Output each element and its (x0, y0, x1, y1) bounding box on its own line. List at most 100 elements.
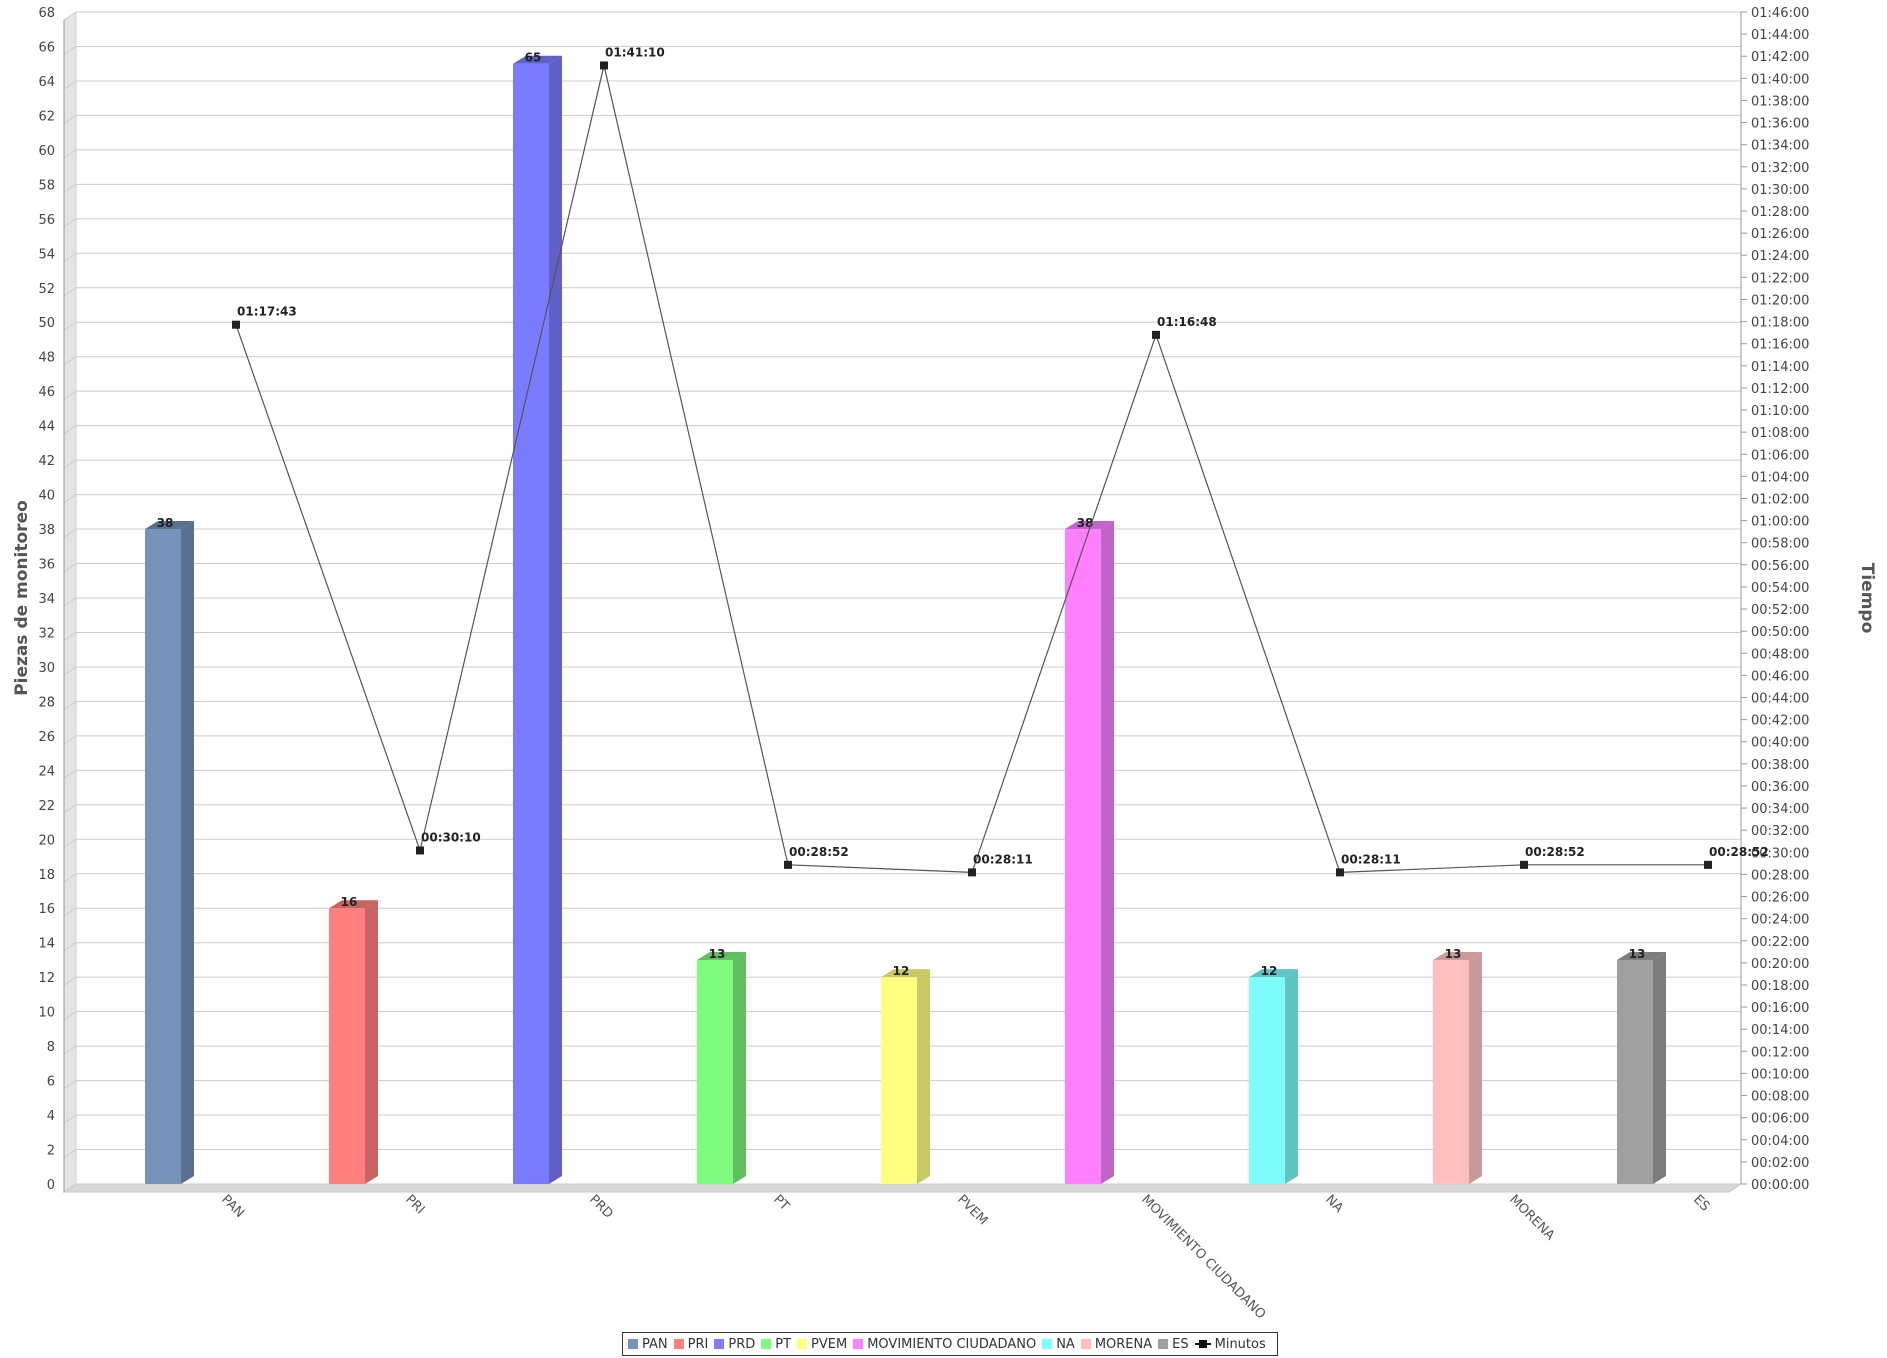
bar-prd (513, 64, 549, 1184)
time-point-marker (1152, 331, 1160, 339)
bar-pvem (881, 977, 917, 1184)
y-tick-label: 52 (38, 282, 55, 297)
legend-swatch (797, 1339, 807, 1349)
y2-tick-label: 00:24:00 (1751, 913, 1809, 928)
y2-tick-label: 00:44:00 (1751, 692, 1809, 707)
time-point-marker (1520, 861, 1528, 869)
y-axis-ticks: 0246810121416182022242628303234363840424… (38, 6, 64, 1193)
y2-tick-label: 00:02:00 (1751, 1156, 1809, 1171)
floor (64, 1184, 1741, 1192)
y-tick-label: 24 (38, 764, 55, 779)
y2-tick-label: 00:12:00 (1751, 1045, 1809, 1060)
y2-tick-label: 01:02:00 (1751, 492, 1809, 507)
y-tick-label: 58 (38, 178, 55, 193)
category-label: PVEM (954, 1192, 990, 1228)
y2-tick-label: 01:10:00 (1751, 404, 1809, 419)
bar-side (1285, 969, 1298, 1184)
legend-item: Minutos (1195, 1337, 1266, 1352)
y2-tick-label: 01:34:00 (1751, 139, 1809, 154)
legend-swatch (1158, 1339, 1168, 1349)
time-point-marker (416, 846, 424, 854)
y2-tick-label: 00:58:00 (1751, 537, 1809, 552)
legend-label: MORENA (1095, 1337, 1152, 1352)
y2-tick-label: 01:22:00 (1751, 271, 1809, 286)
legend-label: PT (775, 1337, 791, 1352)
y2-tick-label: 00:52:00 (1751, 603, 1809, 618)
y2-tick-label: 00:34:00 (1751, 802, 1809, 817)
legend-label: PAN (642, 1337, 668, 1352)
y2-tick-label: 01:42:00 (1751, 50, 1809, 65)
legend-swatch (761, 1339, 771, 1349)
bar-side (1101, 521, 1114, 1184)
y2-tick-label: 01:44:00 (1751, 28, 1809, 43)
y-tick-label: 60 (38, 144, 55, 159)
y2-tick-label: 00:16:00 (1751, 1001, 1809, 1016)
y-tick-label: 8 (47, 1040, 55, 1055)
y2-tick-label: 00:06:00 (1751, 1112, 1809, 1127)
y2-tick-label: 01:30:00 (1751, 183, 1809, 198)
y-tick-label: 64 (38, 75, 55, 90)
bar-side (733, 952, 746, 1184)
y-tick-label: 44 (38, 420, 55, 435)
legend-item: PT (761, 1337, 791, 1352)
category-label: ES (1690, 1192, 1712, 1214)
category-label: NA (1322, 1192, 1346, 1216)
bar-morena (1433, 960, 1469, 1184)
bar-value-label: 38 (1077, 516, 1094, 530)
legend-swatch (853, 1339, 863, 1349)
y2-tick-label: 01:08:00 (1751, 426, 1809, 441)
y2-tick-label: 01:26:00 (1751, 227, 1809, 242)
y2-tick-label: 00:46:00 (1751, 669, 1809, 684)
category-label: PRD (586, 1192, 616, 1222)
time-value-label: 01:16:48 (1157, 315, 1217, 329)
x-axis-labels: PAN PRI PRD PT PVEM MOVIMIENTO CIUDADANO NA MOR… (218, 1192, 1712, 1322)
y2-tick-label: 01:32:00 (1751, 161, 1809, 176)
bar-side (917, 969, 930, 1184)
y-tick-label: 56 (38, 213, 55, 228)
bar-value-label: 13 (709, 947, 726, 961)
legend-item: ES (1158, 1337, 1188, 1352)
y-tick-label: 22 (38, 799, 55, 814)
y2-tick-label: 00:36:00 (1751, 780, 1809, 795)
legend-label: PRD (728, 1337, 755, 1352)
y2-axis-title: Tiempo (1857, 563, 1877, 634)
legend-item: PRD (714, 1337, 755, 1352)
y-tick-label: 32 (38, 626, 55, 641)
y2-tick-label: 00:10:00 (1751, 1067, 1809, 1082)
legend-item: PVEM (797, 1337, 847, 1352)
y-tick-label: 12 (38, 971, 55, 986)
y2-tick-label: 01:12:00 (1751, 382, 1809, 397)
y-tick-label: 30 (38, 661, 55, 676)
category-label: MORENA (1506, 1192, 1557, 1243)
bar-es (1617, 960, 1653, 1184)
bar-value-label: 12 (1261, 964, 1278, 978)
bar-side (181, 521, 194, 1184)
legend-item: MOVIMIENTO CIUDADANO (853, 1337, 1036, 1352)
legend-item: NA (1042, 1337, 1075, 1352)
y2-axis-ticks: 00:00:00 00:02:00 00:04:00 00:06:00 00:08:00… (1741, 6, 1809, 1193)
legend-swatch (628, 1339, 638, 1349)
bar-value-label: 13 (1629, 947, 1646, 961)
bar-pt (697, 960, 733, 1184)
category-label: PAN (218, 1192, 247, 1221)
bar-na (1249, 977, 1285, 1184)
time-value-label: 00:28:52 (789, 845, 849, 859)
y-tick-label: 28 (38, 695, 55, 710)
legend-swatch (1081, 1339, 1091, 1349)
legend-label: NA (1056, 1337, 1075, 1352)
bar-side (1653, 952, 1666, 1184)
bar-value-label: 13 (1445, 947, 1462, 961)
legend-label: ES (1172, 1337, 1188, 1352)
time-point-marker (1336, 868, 1344, 876)
legend-swatch (1042, 1339, 1052, 1349)
time-value-label: 00:28:11 (1341, 852, 1401, 866)
legend-label: PRI (688, 1337, 709, 1352)
time-value-label: 00:28:52 (1525, 845, 1585, 859)
y2-tick-label: 00:32:00 (1751, 824, 1809, 839)
legend-line-icon (1195, 1339, 1211, 1349)
legend-item: MORENA (1081, 1337, 1152, 1352)
category-label: MOVIMIENTO CIUDADANO (1138, 1192, 1268, 1322)
legend-item: PAN (628, 1337, 668, 1352)
y-tick-label: 10 (38, 1006, 55, 1021)
